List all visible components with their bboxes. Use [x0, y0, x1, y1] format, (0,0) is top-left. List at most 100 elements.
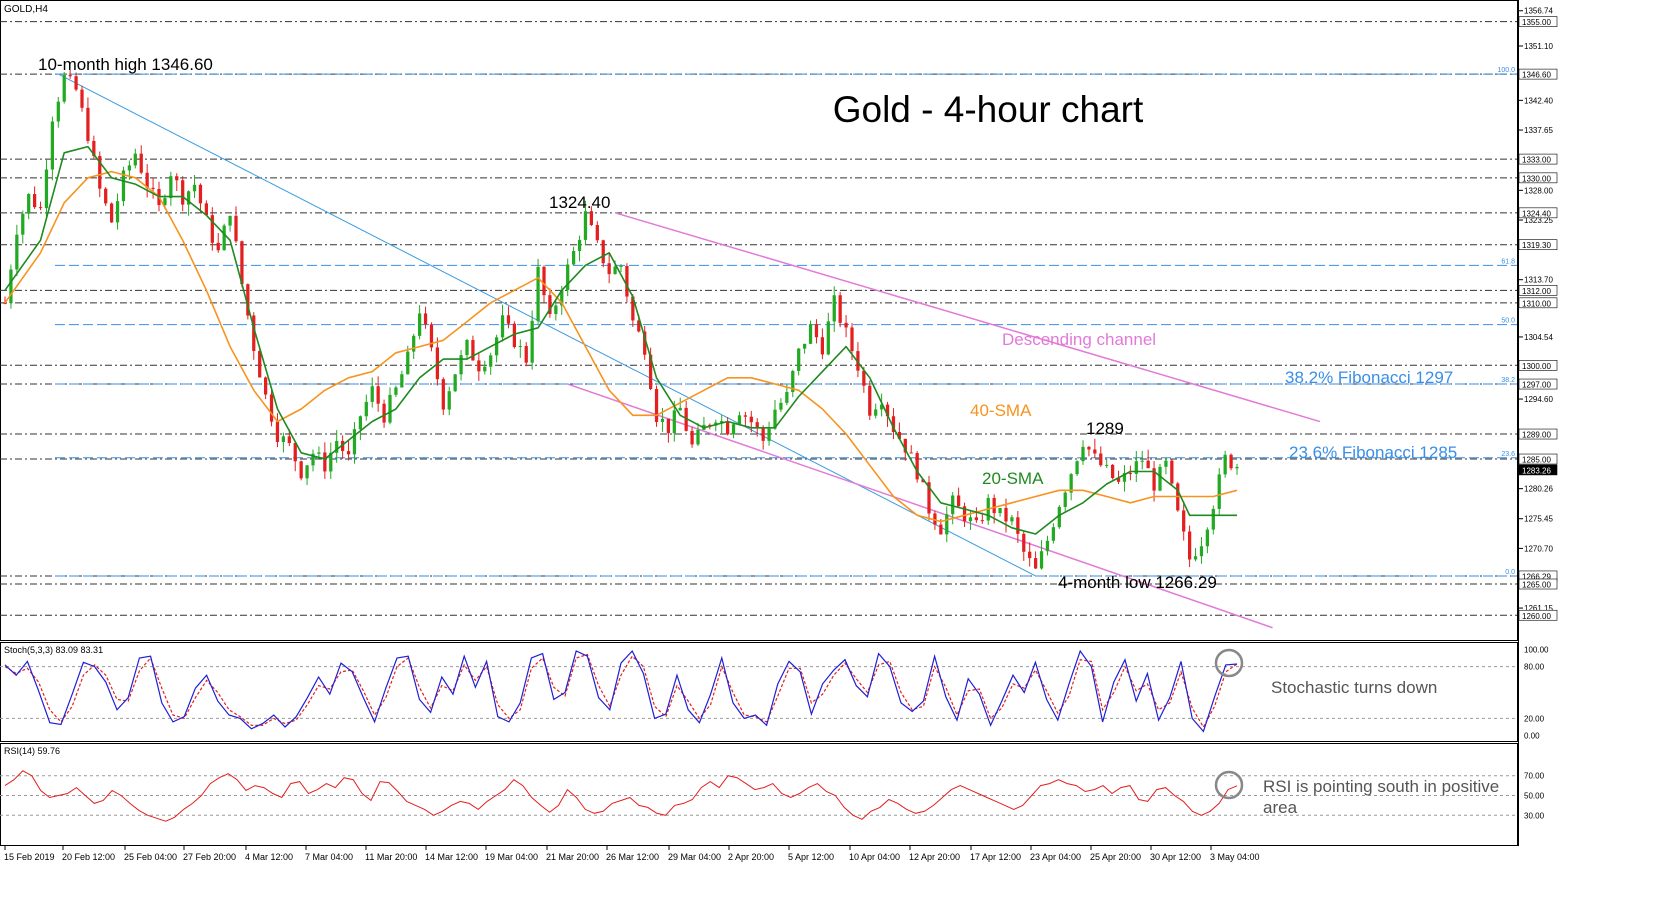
candle-down	[1110, 464, 1115, 479]
level-label: 1355.00	[1522, 18, 1551, 27]
level-label-box	[1518, 172, 1558, 184]
rsi-tick-label: 70.00	[1524, 772, 1545, 781]
candle-down	[293, 443, 297, 462]
rsi-panel-border	[0, 743, 1518, 846]
channel-upper-line	[614, 212, 1321, 423]
candle-down	[512, 323, 517, 348]
level-label: 1312.00	[1522, 287, 1551, 296]
candle-down	[1146, 460, 1150, 469]
candle-down	[1022, 533, 1026, 552]
candle-up	[62, 75, 66, 102]
candle-down	[104, 188, 108, 204]
time-tick-label: 10 Apr 04:00	[849, 852, 900, 862]
candle-down	[962, 506, 967, 522]
candle-down	[595, 225, 599, 241]
stoch-tick-label: 20.00	[1524, 714, 1545, 723]
candle-up	[1223, 454, 1227, 475]
candle-down	[210, 215, 214, 243]
stoch-tick-label: 0.00	[1524, 732, 1540, 741]
price-tick-label: 1270.70	[1524, 544, 1553, 553]
candle-up	[417, 313, 422, 336]
level-label: 1297.00	[1522, 381, 1551, 390]
candle-down	[885, 404, 890, 417]
time-tick-label: 27 Feb 20:00	[183, 852, 236, 862]
sma20-line	[4, 145, 1237, 535]
candle-up	[44, 169, 49, 209]
candle-up	[785, 391, 789, 403]
candle-up	[779, 402, 783, 410]
level-label: 1289.00	[1522, 431, 1551, 440]
candle-up	[192, 184, 197, 192]
candle-up	[489, 355, 493, 367]
time-tick-label: 3 May 04:00	[1210, 852, 1260, 862]
candle-down	[933, 513, 937, 525]
candle-up	[500, 315, 505, 338]
candle-up	[50, 121, 55, 170]
level-label-box	[1518, 239, 1558, 251]
time-tick-label: 12 Apr 20:00	[909, 852, 960, 862]
candle-down	[145, 172, 149, 188]
candle-up	[15, 234, 19, 270]
candle-up	[518, 346, 522, 348]
candle-up	[571, 251, 576, 265]
candle-down	[240, 241, 244, 285]
level-label-box	[1518, 16, 1558, 27]
candle-up	[696, 429, 700, 445]
candle-up	[311, 453, 315, 466]
candle-down	[743, 415, 748, 417]
candle-up	[21, 213, 25, 235]
candle-down	[98, 155, 102, 189]
candle-down	[346, 451, 351, 455]
price-tick-label: 1294.60	[1524, 395, 1553, 404]
fib-ratio-label: 0.0	[1505, 569, 1515, 576]
candle-down	[323, 452, 327, 472]
candle-down	[139, 153, 143, 173]
candle-down	[690, 430, 694, 445]
annotation-rsi-line-2: area	[1263, 798, 1298, 817]
level-label-box	[1518, 578, 1558, 590]
candle-down	[708, 424, 712, 426]
candle-up	[560, 290, 564, 306]
price-tick-label: 1275.45	[1524, 515, 1553, 524]
candle-up	[1057, 506, 1061, 528]
candle-down	[234, 215, 238, 242]
candle-down	[915, 453, 919, 480]
price-tick-label: 1356.74	[1524, 7, 1553, 16]
candle-down	[654, 388, 659, 422]
candle-up	[1217, 474, 1221, 509]
level-label-box	[1518, 207, 1558, 219]
candle-up	[678, 407, 682, 411]
level-label: 1266.29	[1522, 572, 1551, 581]
candle-down	[643, 331, 647, 355]
fib-ratio-label: 38.2	[1501, 377, 1515, 384]
candle-down	[38, 207, 43, 209]
candle-up	[133, 153, 137, 166]
annotation-rsi: RSI is pointing south in positive area	[1263, 777, 1499, 817]
candle-down	[862, 370, 866, 386]
candle-down	[216, 242, 220, 251]
candle-down	[844, 322, 848, 328]
candle-down	[151, 187, 155, 189]
time-tick-label: 29 Mar 04:00	[668, 852, 721, 862]
candle-up	[335, 440, 339, 453]
level-label-box	[1518, 609, 1558, 621]
candle-up	[1039, 551, 1044, 569]
candle-down	[252, 315, 256, 351]
candle-up	[874, 409, 878, 416]
time-tick-label: 25 Apr 20:00	[1090, 852, 1141, 862]
candle-down	[258, 350, 262, 378]
candle-down	[974, 517, 979, 521]
candle-down	[1033, 558, 1038, 569]
candle-up	[1069, 474, 1073, 493]
price-tick-label: 1304.54	[1524, 333, 1553, 342]
candle-down	[340, 440, 345, 452]
candle-down	[637, 320, 641, 332]
candle-down	[980, 520, 984, 522]
candle-up	[370, 386, 374, 402]
candle-down	[1229, 454, 1233, 469]
candle-down	[939, 524, 943, 535]
candle-up	[802, 343, 807, 349]
candle-up	[767, 428, 771, 441]
stoch-tick-label: 80.00	[1524, 663, 1545, 672]
candle-down	[909, 452, 913, 454]
